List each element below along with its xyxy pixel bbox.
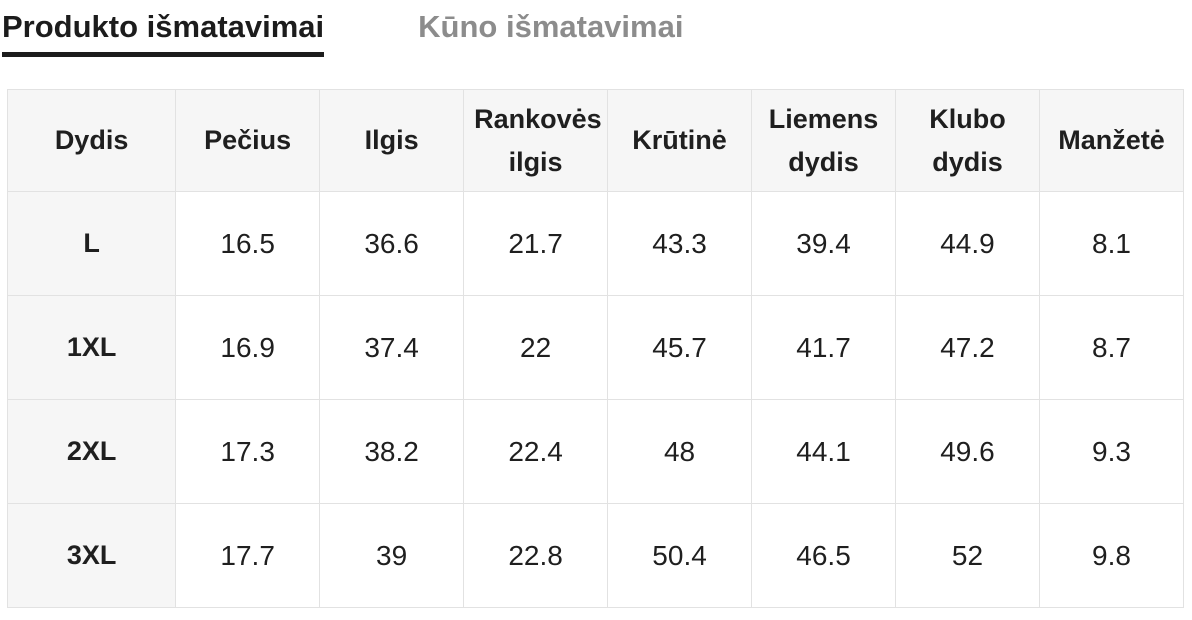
size-label: 2XL (6, 399, 177, 505)
table-cell: 17.3 (175, 399, 321, 505)
column-header-sleeve-length: Rankovės ilgis (463, 89, 609, 193)
table-cell: 52 (895, 503, 1040, 609)
column-header-hip: Klubo dydis (895, 89, 1040, 193)
table-cell: 16.5 (175, 191, 321, 297)
table-cell: 50.4 (607, 503, 753, 609)
table-cell: 45.7 (607, 295, 753, 401)
table-cell: 39.4 (751, 191, 896, 297)
table-cell: 9.3 (1038, 399, 1185, 505)
table-cell: 22.8 (463, 503, 609, 609)
size-label: 3XL (6, 503, 177, 609)
table-cell: 22.4 (463, 399, 609, 505)
column-header-waist: Liemens dydis (751, 89, 896, 193)
table-cell: 49.6 (895, 399, 1040, 505)
table-row: 2XL 17.3 38.2 22.4 48 44.1 49.6 9.3 (6, 399, 1185, 505)
table-cell: 17.7 (175, 503, 321, 609)
table-cell: 8.7 (1038, 295, 1185, 401)
tab-product-measurements[interactable]: Produkto išmatavimai (2, 8, 325, 58)
column-header-shoulder: Pečius (175, 89, 321, 193)
size-label: 1XL (6, 295, 177, 401)
table-row: 1XL 16.9 37.4 22 45.7 41.7 47.2 8.7 (6, 295, 1185, 401)
table-cell: 47.2 (895, 295, 1040, 401)
table-cell: 46.5 (751, 503, 896, 609)
size-chart-table: Dydis Pečius Ilgis Rankovės ilgis Krūtin… (6, 89, 1185, 609)
table-header-row: Dydis Pečius Ilgis Rankovės ilgis Krūtin… (6, 89, 1185, 193)
table-cell: 22 (463, 295, 609, 401)
table-cell: 48 (607, 399, 753, 505)
table-cell: 21.7 (463, 191, 609, 297)
table-cell: 36.6 (319, 191, 465, 297)
size-label: L (6, 191, 177, 297)
table-cell: 37.4 (319, 295, 465, 401)
column-header-chest: Krūtinė (607, 89, 753, 193)
table-cell: 38.2 (319, 399, 465, 505)
column-header-cuff: Manžetė (1038, 89, 1185, 193)
table-cell: 43.3 (607, 191, 753, 297)
table-cell: 8.1 (1038, 191, 1185, 297)
table-cell: 16.9 (175, 295, 321, 401)
table-row: 3XL 17.7 39 22.8 50.4 46.5 52 9.8 (6, 503, 1185, 609)
table-row: L 16.5 36.6 21.7 43.3 39.4 44.9 8.1 (6, 191, 1185, 297)
table-cell: 44.1 (751, 399, 896, 505)
table-cell: 9.8 (1038, 503, 1185, 609)
table-cell: 44.9 (895, 191, 1040, 297)
table-cell: 41.7 (751, 295, 896, 401)
tab-body-measurements[interactable]: Kūno išmatavimai (418, 9, 684, 44)
measurement-tabs: Produkto išmatavimai Kūno išmatavimai (0, 0, 1192, 58)
column-header-length: Ilgis (319, 89, 465, 193)
column-header-size: Dydis (6, 89, 177, 193)
table-cell: 39 (319, 503, 465, 609)
